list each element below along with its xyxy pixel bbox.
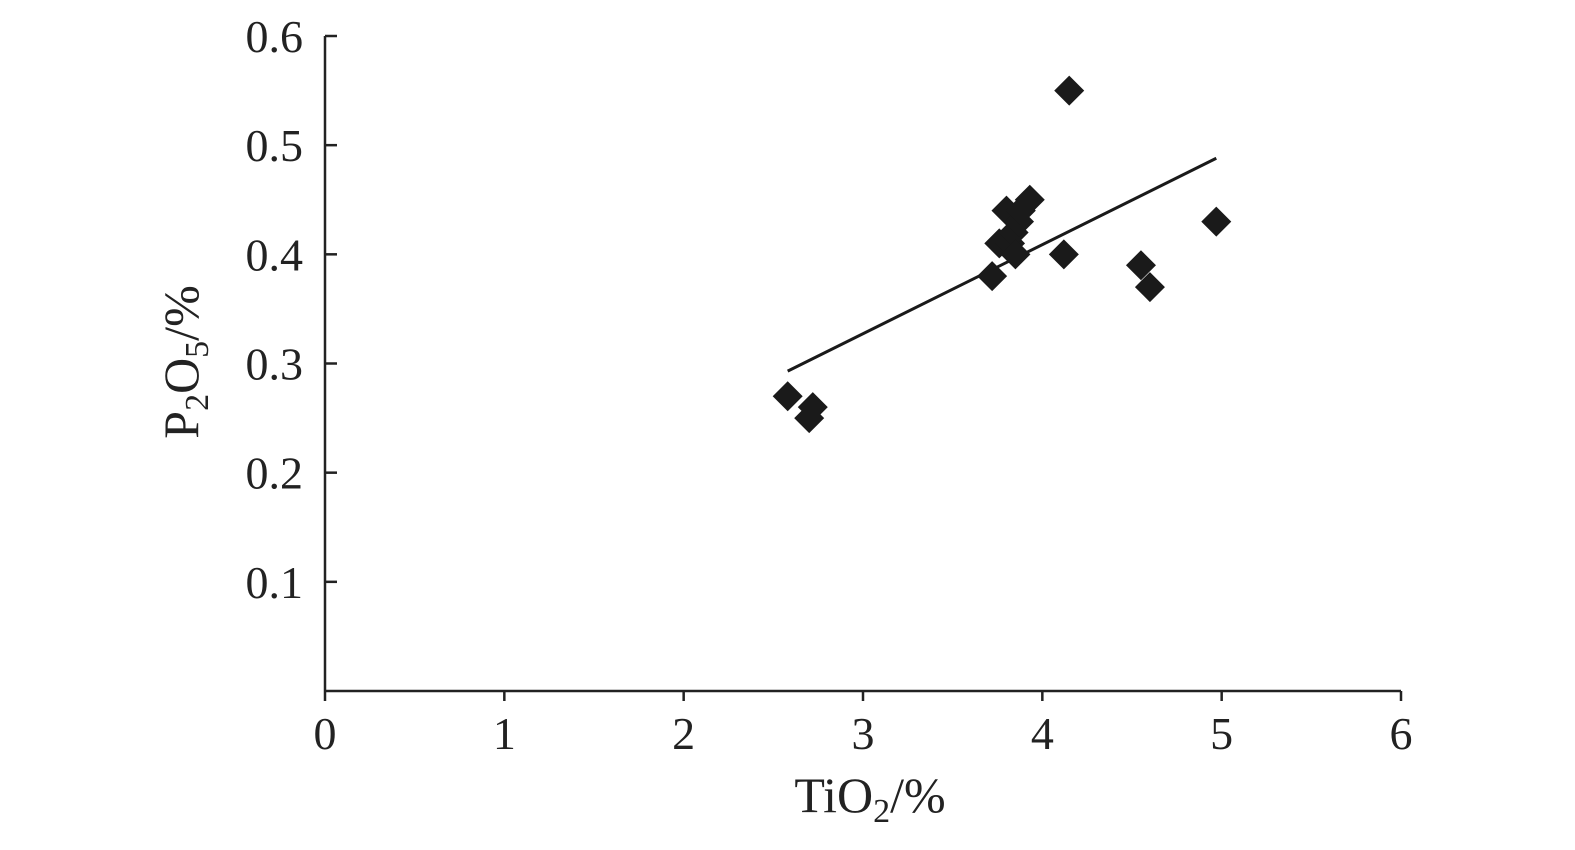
data-point [1054, 75, 1085, 106]
x-tick-label: 3 [852, 708, 875, 759]
x-tick-label: 5 [1210, 708, 1233, 759]
y-tick-label: 0.3 [246, 339, 304, 390]
y-tick-label: 0.4 [246, 229, 304, 280]
y-tick-label: 0.2 [246, 448, 304, 499]
y-axis-title-main-2: O [153, 358, 209, 394]
data-point [1000, 239, 1031, 270]
data-point [1201, 206, 1232, 237]
x-tick-label: 1 [493, 708, 516, 759]
data-point [1125, 250, 1156, 281]
x-tick-label: 4 [1031, 708, 1054, 759]
data-point [1048, 239, 1079, 270]
data-points [772, 75, 1232, 434]
y-axis-title-subscript-2: 5 [179, 341, 216, 358]
data-point [1014, 184, 1045, 215]
data-point [977, 261, 1008, 292]
trendline-layer [787, 156, 1217, 373]
x-tick-label: 0 [314, 708, 337, 759]
x-axis-ticks: 0 1 2 3 4 5 6 [314, 691, 1413, 759]
y-tick-label: 0.5 [246, 120, 304, 171]
data-point [794, 403, 825, 434]
y-axis-title: P2O5/% [153, 285, 216, 438]
y-axis-title-subscript-1: 2 [179, 394, 216, 411]
x-axis-title: TiO2/% [794, 767, 945, 830]
x-axis-title-unit: /% [890, 767, 946, 823]
x-axis-title-subscript: 2 [873, 793, 890, 830]
data-point [1134, 272, 1165, 303]
x-tick-label: 2 [672, 708, 695, 759]
y-tick-label: 0.6 [246, 11, 304, 62]
y-axis-title-unit: /% [153, 285, 209, 341]
y-tick-label: 0.1 [246, 557, 304, 608]
y-axis-title-main-1: P [153, 411, 209, 439]
data-point [772, 381, 803, 412]
axes [323, 36, 1401, 693]
y-axis-ticks: 0.1 0.2 0.3 0.4 0.5 0.6 [246, 11, 337, 608]
x-tick-label: 6 [1390, 708, 1413, 759]
x-axis-title-main: TiO [794, 767, 873, 823]
trendline [787, 156, 1217, 373]
